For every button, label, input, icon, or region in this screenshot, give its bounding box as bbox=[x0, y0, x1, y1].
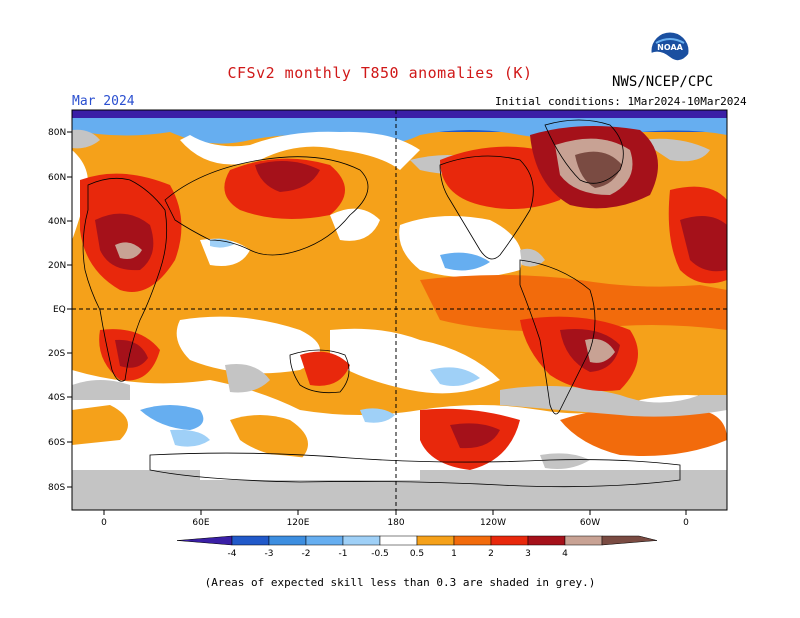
lon-label: 180 bbox=[387, 518, 404, 528]
colorbar-swatch bbox=[527, 535, 566, 546]
initial-conditions-label: Initial conditions: 1Mar2024-10Mar2024 bbox=[495, 95, 747, 108]
lat-label: 60N bbox=[48, 173, 66, 183]
colorbar-swatch bbox=[305, 535, 344, 546]
lat-label: 60S bbox=[48, 438, 65, 448]
map-title: CFSv2 monthly T850 anomalies (K) bbox=[227, 64, 533, 82]
coastlines bbox=[82, 119, 681, 488]
colorbar-label: 3 bbox=[525, 549, 531, 559]
colorbar-label: -3 bbox=[265, 549, 274, 559]
colorbar-labels: -4 -3 -2 -1 -0.5 0.5 1 2 3 4 bbox=[228, 549, 569, 559]
lat-label: 40N bbox=[48, 217, 66, 227]
colorbar-swatch bbox=[342, 535, 381, 546]
colorbar-swatch bbox=[176, 535, 233, 546]
noaa-logo: NOAA bbox=[650, 31, 690, 72]
lat-label: 20N bbox=[48, 261, 66, 271]
colorbar-label: 1 bbox=[451, 549, 457, 559]
colorbar-label: -4 bbox=[228, 549, 237, 559]
lat-label: 80S bbox=[48, 483, 65, 493]
lon-label: 120W bbox=[480, 518, 506, 528]
month-label: Mar 2024 bbox=[72, 94, 135, 109]
lon-label: 60E bbox=[192, 518, 209, 528]
lon-label: 120E bbox=[287, 518, 310, 528]
colorbar: -4 -3 -2 -1 -0.5 0.5 1 2 3 4 bbox=[176, 535, 658, 559]
colorbar-swatch bbox=[490, 535, 529, 546]
org-label: NWS/NCEP/CPC bbox=[612, 74, 714, 90]
anomaly-map: 80N 60N 40N 20N EQ 20S 40S 60S 80S 0 60E… bbox=[48, 109, 728, 528]
logo-text: NOAA bbox=[657, 43, 683, 52]
colorbar-label: -1 bbox=[339, 549, 348, 559]
colorbar-label: -2 bbox=[302, 549, 311, 559]
footnote: (Areas of expected skill less than 0.3 a… bbox=[204, 576, 596, 589]
colorbar-swatch bbox=[231, 535, 270, 546]
colorbar-swatch bbox=[416, 535, 455, 546]
colorbar-label: 0.5 bbox=[410, 549, 424, 559]
colorbar-swatch bbox=[601, 535, 658, 546]
colorbar-swatch bbox=[268, 535, 307, 546]
colorbar-swatch bbox=[453, 535, 492, 546]
colorbar-swatches bbox=[176, 535, 658, 546]
lon-label: 0 bbox=[101, 518, 107, 528]
lon-label: 0 bbox=[683, 518, 689, 528]
colorbar-label: 2 bbox=[488, 549, 494, 559]
lat-label: 20S bbox=[48, 349, 65, 359]
colorbar-swatch bbox=[379, 535, 418, 546]
colorbar-label: 4 bbox=[562, 549, 568, 559]
lat-label: 40S bbox=[48, 393, 65, 403]
colorbar-label: -0.5 bbox=[371, 549, 389, 559]
lat-label: EQ bbox=[53, 305, 66, 315]
lon-label: 60W bbox=[580, 518, 600, 528]
lat-label: 80N bbox=[48, 128, 66, 138]
colorbar-swatch bbox=[564, 535, 603, 546]
map-frame bbox=[71, 109, 728, 511]
